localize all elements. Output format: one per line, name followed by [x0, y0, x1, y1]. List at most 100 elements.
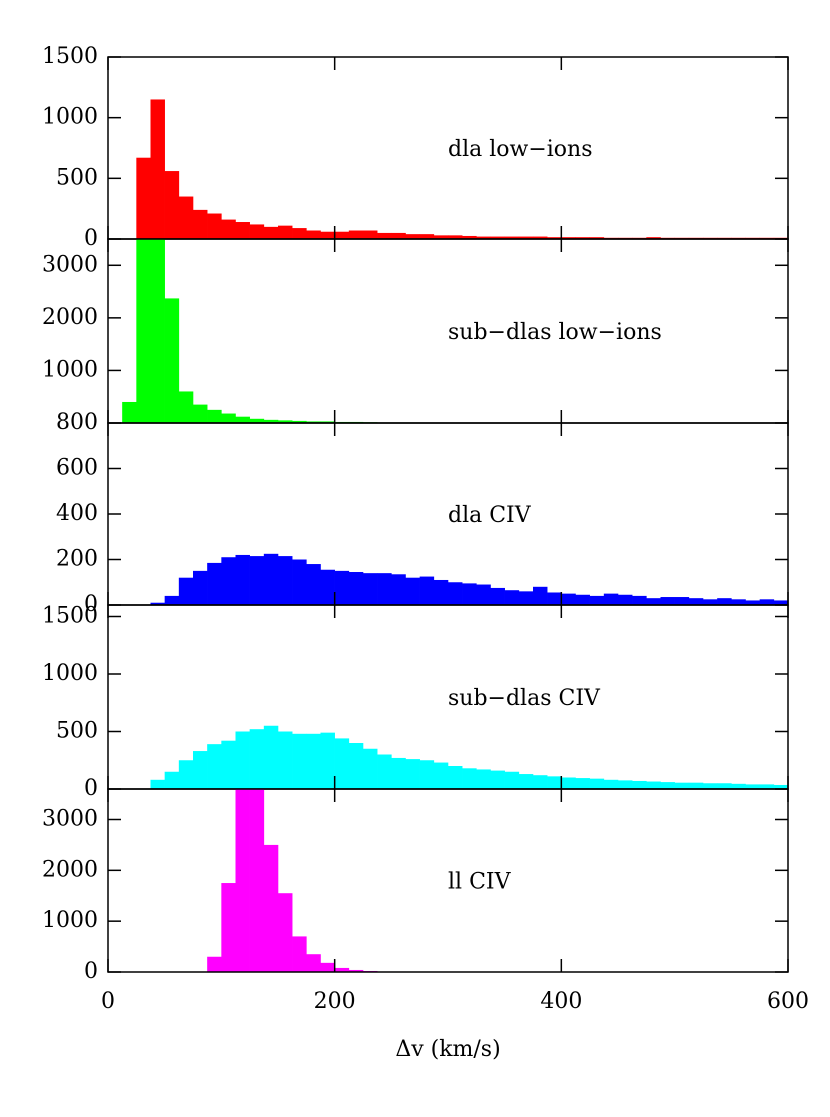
bar	[348, 969, 364, 972]
annotation: ll CIV	[448, 870, 512, 895]
bar	[235, 554, 250, 605]
bar	[334, 231, 350, 239]
y-tick-label: 2000	[42, 857, 98, 882]
bar	[320, 962, 335, 972]
bar	[178, 196, 194, 239]
bar	[533, 586, 548, 605]
bar	[348, 572, 364, 605]
x-tick-label: 0	[101, 989, 115, 1014]
bar	[731, 783, 746, 789]
bar	[164, 771, 180, 789]
bar	[448, 766, 463, 789]
y-tick-label: 3000	[42, 807, 98, 832]
bar	[448, 235, 463, 239]
bar	[207, 213, 222, 239]
y-tick-label: 1000	[42, 908, 98, 933]
x-tick-label: 200	[314, 989, 356, 1014]
bar	[278, 556, 293, 605]
bar	[618, 780, 633, 789]
bars	[193, 789, 477, 972]
bar	[518, 591, 534, 605]
bar	[363, 230, 378, 239]
bar	[462, 768, 477, 789]
bar	[703, 599, 718, 605]
bar	[136, 239, 151, 423]
annotation: dla CIV	[448, 503, 532, 528]
bar	[391, 232, 406, 239]
bar	[122, 401, 137, 423]
bar	[405, 234, 420, 239]
y-tick-label: 0	[84, 226, 98, 251]
bar	[150, 239, 165, 423]
bar	[150, 602, 165, 605]
bar	[561, 593, 576, 605]
bar	[249, 224, 265, 239]
bar	[688, 598, 704, 605]
bar	[759, 599, 775, 605]
bar	[278, 731, 293, 789]
bar	[391, 757, 406, 789]
y-tick-label: 1000	[42, 357, 98, 382]
bar	[306, 954, 321, 972]
bar	[193, 209, 208, 239]
bar	[263, 226, 279, 239]
bar	[221, 883, 236, 972]
y-tick-label: 1000	[42, 661, 98, 686]
bar	[235, 222, 250, 239]
bar	[278, 893, 293, 972]
bar	[632, 780, 647, 789]
bar	[235, 789, 250, 972]
bar	[518, 236, 534, 239]
bar	[278, 225, 293, 239]
y-tick-label: 400	[56, 501, 98, 526]
bar	[490, 587, 505, 605]
bar	[221, 413, 236, 423]
bar	[618, 594, 633, 605]
bar	[476, 236, 491, 239]
bar	[419, 760, 435, 789]
bar	[688, 782, 704, 789]
bar	[745, 600, 760, 605]
bar	[575, 594, 590, 605]
bar	[632, 595, 647, 605]
bar	[292, 420, 307, 423]
bar	[306, 733, 321, 789]
plot-frame	[107, 788, 789, 973]
bar	[504, 771, 520, 789]
bar	[150, 779, 165, 789]
bar	[150, 99, 165, 239]
bar	[504, 236, 520, 239]
bar	[207, 744, 222, 789]
bar	[306, 564, 321, 605]
bar	[221, 740, 236, 789]
bar	[292, 936, 307, 972]
x-tick-label: 400	[540, 989, 582, 1014]
bar	[476, 584, 491, 605]
y-tick-label: 2000	[42, 305, 98, 330]
bar	[419, 234, 435, 239]
y-tick-label: 1500	[42, 44, 98, 69]
bar	[193, 404, 208, 423]
bar	[589, 778, 605, 789]
y-tick-label: 500	[56, 719, 98, 744]
bar	[263, 553, 279, 605]
bar	[292, 733, 307, 789]
bar	[589, 237, 605, 239]
y-tick-label: 200	[56, 547, 98, 572]
bar	[306, 230, 321, 239]
bar	[561, 777, 576, 789]
bar	[249, 556, 265, 605]
bar	[476, 769, 491, 789]
bar	[433, 579, 449, 605]
bar	[348, 230, 364, 239]
bar	[660, 597, 675, 605]
bar	[462, 235, 477, 239]
bar	[292, 228, 307, 239]
bar	[207, 562, 222, 605]
bar	[660, 782, 675, 789]
bar	[249, 789, 265, 972]
bar	[533, 775, 548, 789]
bar	[249, 729, 265, 789]
y-tick-label: 500	[56, 165, 98, 190]
